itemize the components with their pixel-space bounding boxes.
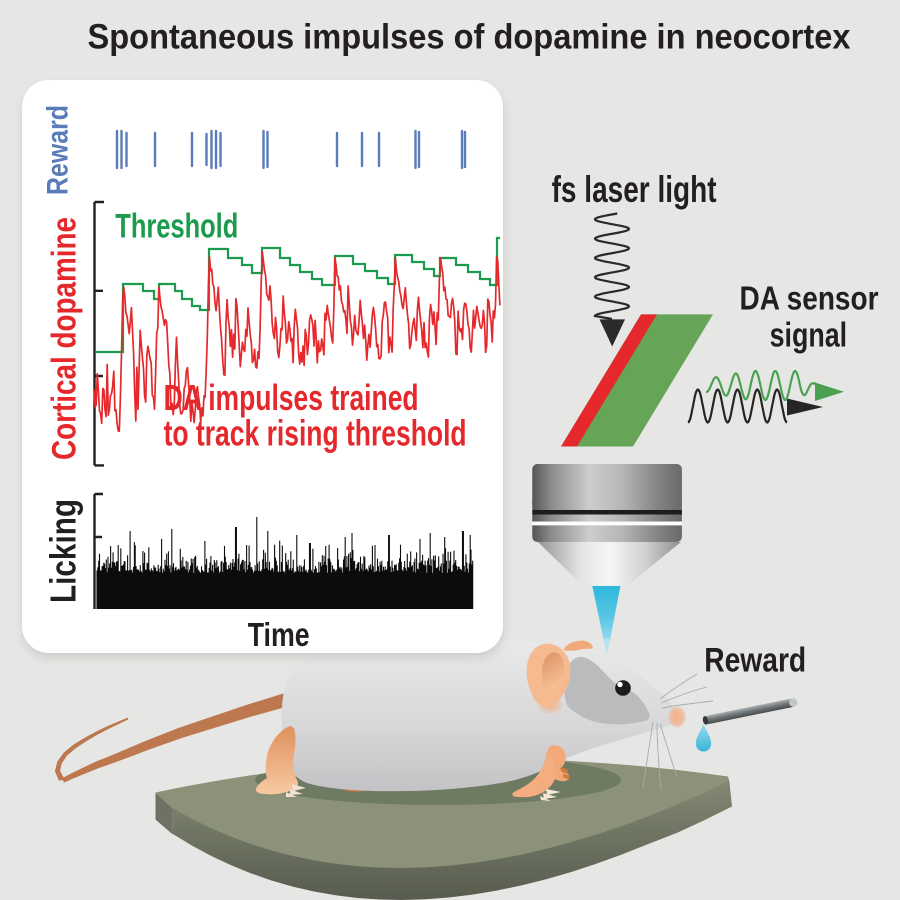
svg-text:Spontaneous impulses of dopami: Spontaneous impulses of dopamine in neoc… (88, 18, 851, 57)
svg-text:Reward: Reward (704, 642, 806, 680)
svg-text:to track rising threshold: to track rising threshold (164, 413, 467, 454)
svg-text:Threshold: Threshold (115, 208, 238, 246)
svg-text:DA impulses trained: DA impulses trained (164, 377, 419, 418)
svg-text:Reward: Reward (42, 105, 75, 195)
svg-text:Cortical dopamine: Cortical dopamine (46, 217, 84, 460)
svg-text:fs laser light: fs laser light (552, 169, 717, 210)
svg-text:Licking: Licking (42, 499, 83, 603)
svg-text:DA sensor: DA sensor (740, 279, 879, 316)
svg-text:signal: signal (770, 316, 848, 354)
svg-text:Time: Time (248, 616, 310, 653)
